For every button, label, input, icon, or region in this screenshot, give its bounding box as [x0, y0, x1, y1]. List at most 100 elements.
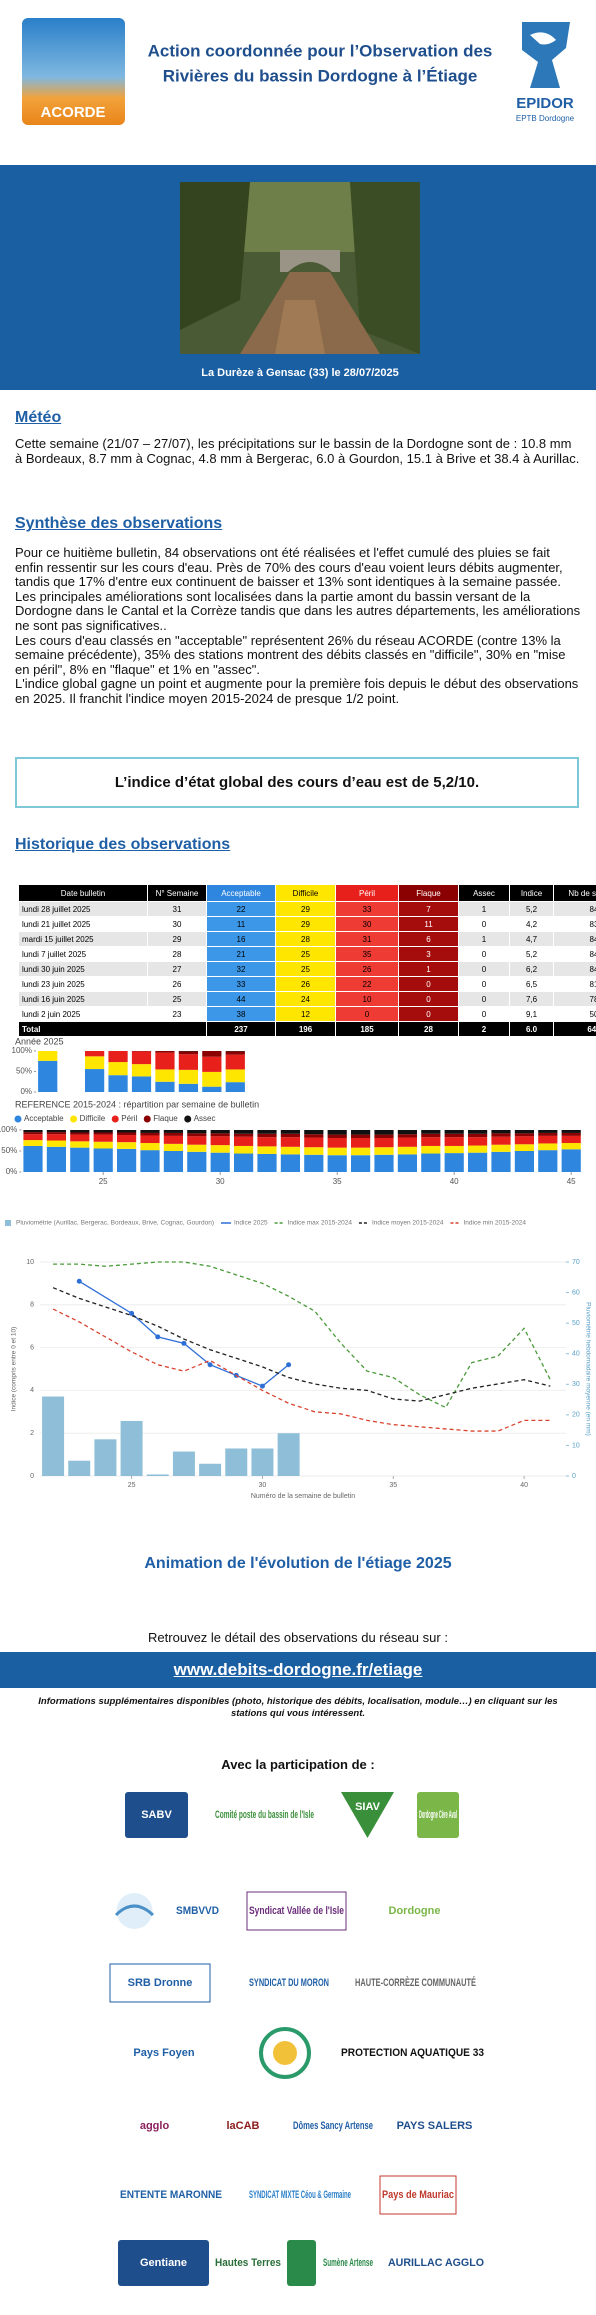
- bar-segment: [561, 1132, 581, 1136]
- table-cell: 27: [147, 961, 207, 977]
- history-table: Date bulletin N° Semaine Acceptable Diffici…: [18, 884, 596, 1037]
- bar-segment: [257, 1153, 277, 1172]
- table-cell: 84: [553, 946, 596, 962]
- table-cell: 84: [553, 961, 596, 977]
- bar-segment: [561, 1149, 581, 1172]
- bar-segment: [234, 1145, 254, 1154]
- y-tick-label: 0%: [20, 1087, 32, 1096]
- y2-tick-label: 0: [572, 1473, 576, 1480]
- column-header: Difficile: [275, 884, 336, 902]
- info-text: Informations supplémentaires disponibles…: [38, 1696, 558, 1719]
- bar-segment: [46, 1130, 66, 1133]
- bar: [94, 1439, 117, 1476]
- bar-segment: [84, 1051, 105, 1057]
- bar: [68, 1460, 91, 1476]
- bar-segment: [351, 1155, 371, 1172]
- table-cell: 6,2: [509, 961, 554, 977]
- logo-shape: [273, 2041, 297, 2065]
- bar-segment: [70, 1132, 90, 1135]
- bar-segment: [210, 1136, 230, 1146]
- bar-segment: [46, 1146, 66, 1172]
- section-heading: Synthèse des observations: [15, 515, 223, 532]
- bar-segment: [46, 1140, 66, 1147]
- table-cell: 0: [458, 976, 510, 992]
- bar-segment: [421, 1130, 441, 1134]
- table-cell: mardi 15 juillet 2025: [18, 931, 148, 947]
- paragraph: Pour ce huitième bulletin, 84 observatio…: [15, 545, 563, 590]
- table-cell: 26: [335, 961, 399, 977]
- table-cell: 29: [275, 916, 336, 932]
- bar-segment: [374, 1137, 394, 1148]
- bar-segment: [327, 1137, 347, 1148]
- section-heading: Météo: [15, 409, 62, 426]
- bar-segment: [210, 1133, 230, 1137]
- bar-segment: [304, 1130, 324, 1135]
- partner-logo: SMBVVD: [176, 1905, 219, 1917]
- logo-label: HAUTE-CORRÈZE COMMUNAUTÉ: [355, 1976, 476, 1989]
- bar-segment: [421, 1145, 441, 1154]
- bar-segment: [491, 1144, 511, 1152]
- bar: [172, 1451, 195, 1476]
- bar-segment: [93, 1148, 113, 1172]
- x-tick-label: 25: [99, 1177, 108, 1186]
- bar-segment: [108, 1075, 128, 1092]
- y-tick-label: 50%: [16, 1067, 32, 1076]
- site-link[interactable]: www.debits-dordogne.fr/etiage: [173, 1660, 423, 1679]
- bar-segment: [514, 1136, 534, 1145]
- table-cell: 3: [398, 946, 459, 962]
- link-band: [0, 1652, 596, 1688]
- y-tick-label: 6: [30, 1344, 34, 1351]
- logo-shape: [118, 2240, 209, 2286]
- bar-segment: [327, 1147, 347, 1156]
- y-tick-label: 100%: [12, 1046, 32, 1055]
- bar-segment: [163, 1151, 183, 1172]
- column-header: Péril: [335, 884, 399, 902]
- table-cell: 28: [275, 931, 336, 947]
- logo-label: SMBVVD: [176, 1905, 219, 1917]
- bar-segment: [93, 1130, 113, 1133]
- point: [181, 1340, 187, 1346]
- table-cell: 5,2: [509, 946, 554, 962]
- header-title: Rivières du bassin Dordogne à l’Étiage: [163, 66, 478, 85]
- details-text: Retrouvez le détail des observations du …: [148, 1630, 448, 1645]
- y-tick-label: 10: [26, 1259, 34, 1266]
- table-cell: 11: [206, 916, 276, 932]
- table-cell: lundi 28 juillet 2025: [18, 901, 148, 917]
- bar: [225, 1448, 248, 1476]
- partner-logo: Gentiane: [118, 2240, 209, 2286]
- partner-logo: [259, 2027, 311, 2079]
- bar-segment: [210, 1152, 230, 1172]
- logo-shape: [259, 2027, 311, 2079]
- bar-segment: [351, 1130, 371, 1135]
- bar-segment: [23, 1134, 43, 1141]
- table-cell: 30: [147, 916, 207, 932]
- table-cell: 22: [335, 976, 399, 992]
- legend-marker: [143, 1115, 151, 1123]
- bar-segment: [93, 1132, 113, 1135]
- y2-tick-label: 10: [572, 1442, 580, 1449]
- bar-segment: [140, 1150, 160, 1172]
- y2-axis-title: Pluviométrie hebdomadaire moyenne (en mm…: [584, 1302, 591, 1436]
- table-cell: 31: [147, 901, 207, 917]
- partner-logo: Dômes Sancy Artense: [293, 2120, 373, 2132]
- table-cell: 196: [275, 1021, 336, 1037]
- partner-logo: SRB Dronne: [109, 1963, 211, 2003]
- paragraph: Les principales améliorations sont local…: [15, 588, 581, 633]
- partner-logo: ENTENTE MARONNE: [120, 2189, 222, 2201]
- table-cell: Total: [18, 1021, 207, 1037]
- table-cell: lundi 21 juillet 2025: [18, 916, 148, 932]
- bar-segment: [163, 1143, 183, 1151]
- bar-segment: [468, 1130, 488, 1134]
- paragraph: Cette semaine (21/07 – 27/07), les préci…: [15, 436, 580, 466]
- paragraph: Les cours d'eau classés en "acceptable" …: [15, 632, 566, 677]
- logo-label: SYNDICAT MIXTE Céou & Germaine: [249, 2189, 351, 2201]
- column-header: Acceptable: [206, 884, 276, 902]
- legend-label: Flaque: [153, 1114, 178, 1123]
- table-cell: 25: [275, 961, 336, 977]
- table-cell: 24: [275, 991, 336, 1007]
- bar: [251, 1448, 274, 1476]
